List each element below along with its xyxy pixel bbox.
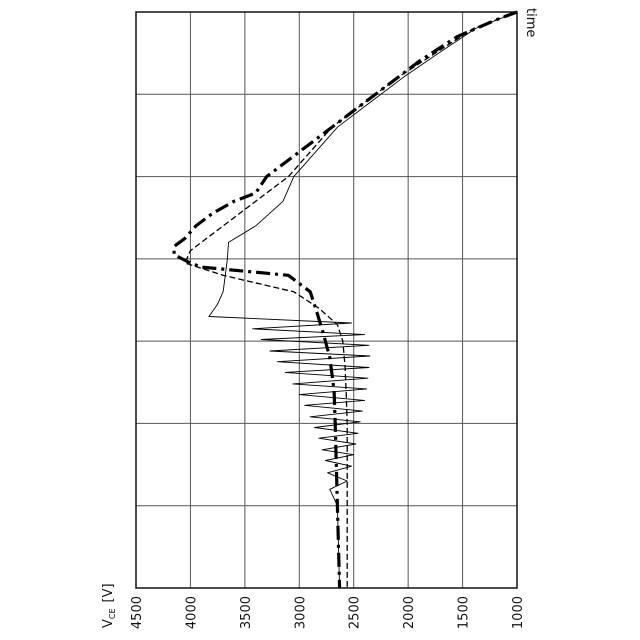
- y-tick-label: 1000: [511, 596, 526, 629]
- y-axis-label: VCE [V]: [101, 583, 117, 628]
- y-tick-label: 1500: [457, 596, 472, 629]
- series-line-dash-dot-thick: [174, 12, 517, 588]
- y-axis-label-sub: CE: [108, 608, 117, 619]
- grid: [136, 12, 517, 588]
- y-tick-label: 2000: [402, 596, 417, 629]
- y-axis-label-unit: [V]: [101, 583, 116, 602]
- y-tick-labels: 1000 1500 2000 2500 3000 3500 4000 4500: [130, 596, 526, 629]
- y-tick-label: 3500: [239, 596, 254, 629]
- y-tick-label: 3000: [293, 596, 308, 629]
- y-axis-label-main: V: [101, 619, 116, 628]
- y-tick-label: 4500: [130, 596, 145, 629]
- y-tick-label: 2500: [348, 596, 363, 629]
- x-axis-label: time: [523, 8, 538, 37]
- series-line-solid-thin: [209, 12, 517, 588]
- series-group: [174, 12, 517, 588]
- y-tick-label: 4000: [184, 596, 199, 629]
- plot-frame: [136, 12, 517, 588]
- series-line-dashed: [185, 12, 517, 588]
